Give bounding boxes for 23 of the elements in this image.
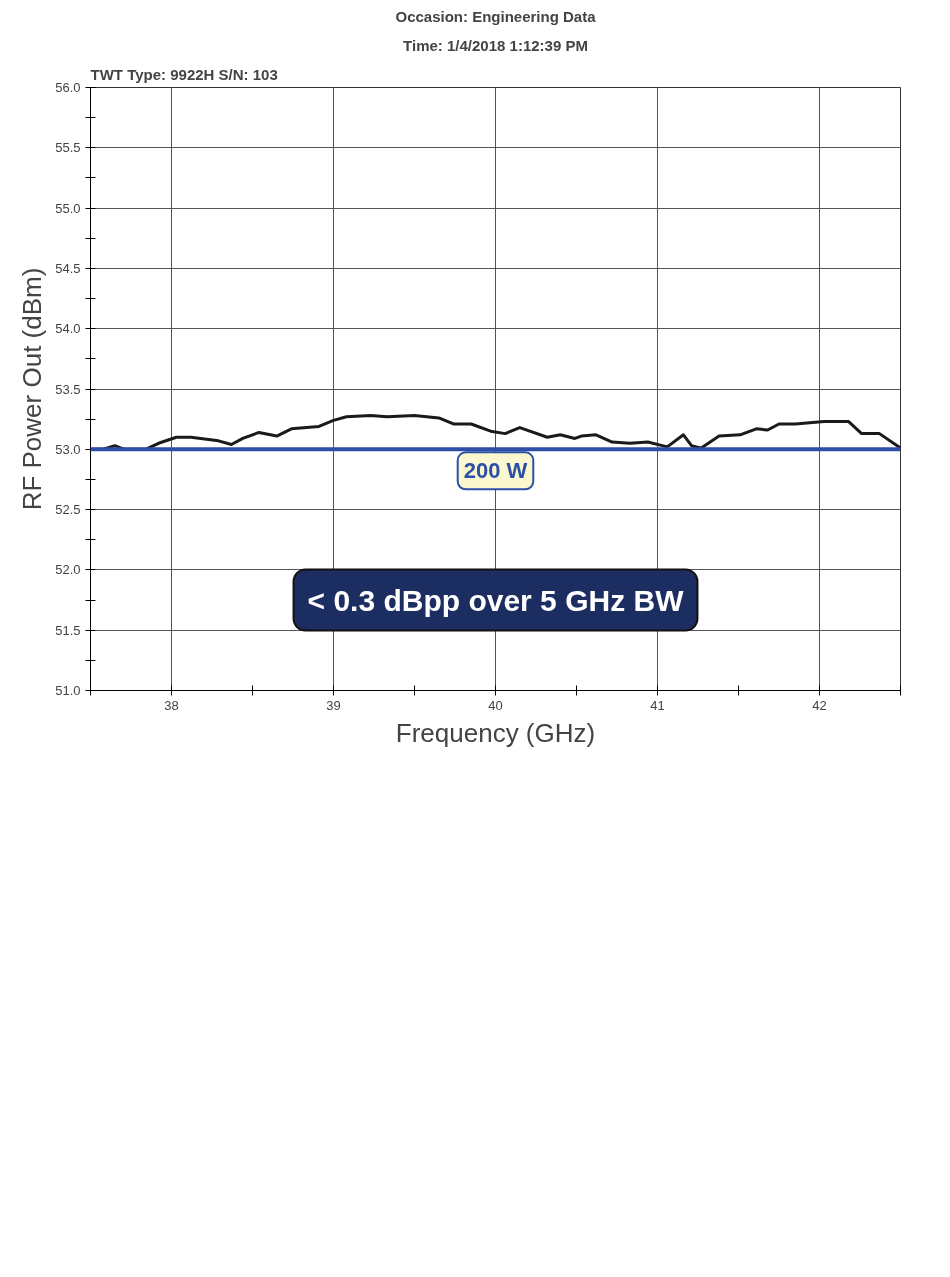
ref-line-label: 200 W xyxy=(463,458,528,484)
y-tick-label: 54.5 xyxy=(55,260,81,276)
x-tick-label: 38 xyxy=(164,697,179,713)
y-tick-label: 54.0 xyxy=(55,321,81,337)
x-tick-label: 42 xyxy=(812,697,827,713)
annotation: < 0.3 dBpp over 5 GHz BW xyxy=(307,583,685,617)
x-tick-label: 41 xyxy=(650,697,665,713)
y-tick-label: 55.5 xyxy=(55,140,81,156)
y-tick-label: 53.5 xyxy=(55,381,81,397)
y-tick-label: 55.0 xyxy=(55,200,81,216)
x-tick-label: 40 xyxy=(488,697,503,713)
y-tick-label: 56.0 xyxy=(55,80,81,95)
y-tick-label: 51.5 xyxy=(55,622,81,638)
text: Time: 1/4/2018 1:12:39 PM xyxy=(403,36,588,54)
text: TWT Type: 9922H S/N: 103 xyxy=(90,65,278,83)
y-axis-title: RF Power Out (dBm) xyxy=(17,267,48,511)
x-tick-label: 39 xyxy=(326,697,341,713)
y-tick-label: 52.5 xyxy=(55,502,81,518)
x-axis-title: Frequency (GHz) xyxy=(395,717,596,748)
y-tick-label: 51.0 xyxy=(55,683,81,698)
y-tick-label: 53.0 xyxy=(55,441,81,457)
text: Occasion: Engineering Data xyxy=(395,7,597,25)
y-tick-label: 52.0 xyxy=(55,562,81,578)
